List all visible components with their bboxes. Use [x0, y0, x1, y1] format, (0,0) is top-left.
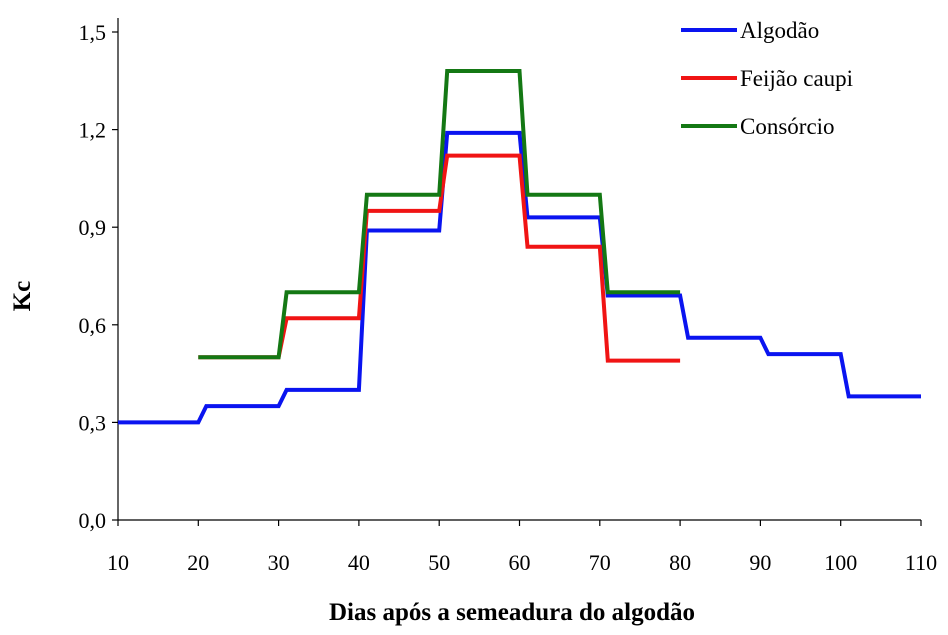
x-tick-label: 30: [268, 550, 290, 575]
legend-label-2: Feijão caupi: [740, 66, 853, 91]
x-axis-title: Dias após a semeadura do algodão: [329, 599, 695, 626]
series-line-1: [118, 130, 921, 425]
tick-labels: 0,0 0,3 0,6 0,9 1,2 1,5 10 20 30 40 50 60 70 80 90 100 1…: [79, 20, 938, 575]
series-line-3: [198, 69, 681, 360]
x-tick-label: 100: [824, 550, 857, 575]
legend: Algodão Feijão caupi Consórcio: [681, 18, 853, 139]
x-tick-label: 40: [348, 550, 370, 575]
x-tick-label: 110: [905, 550, 937, 575]
y-tick-label: 0,9: [79, 215, 107, 240]
x-tick-label: 70: [589, 550, 611, 575]
y-tick-label: 0,0: [79, 508, 107, 533]
x-tick-label: 50: [428, 550, 450, 575]
series-lines: [118, 69, 921, 425]
series-line-2: [198, 153, 681, 363]
x-tick-label: 80: [669, 550, 691, 575]
x-tick-label: 20: [187, 550, 209, 575]
y-tick-label: 0,6: [79, 313, 107, 338]
y-tick-label: 1,2: [79, 118, 107, 143]
y-axis-title: Kc: [9, 281, 36, 312]
x-tick-label: 10: [107, 550, 129, 575]
legend-label-1: Algodão: [740, 18, 819, 43]
y-tick-label: 0,3: [79, 410, 107, 435]
x-tick-label: 90: [749, 550, 771, 575]
y-tick-label: 1,5: [79, 20, 107, 45]
legend-label-3: Consórcio: [740, 114, 835, 139]
x-tick-label: 60: [509, 550, 531, 575]
tick-marks: [112, 31, 922, 526]
